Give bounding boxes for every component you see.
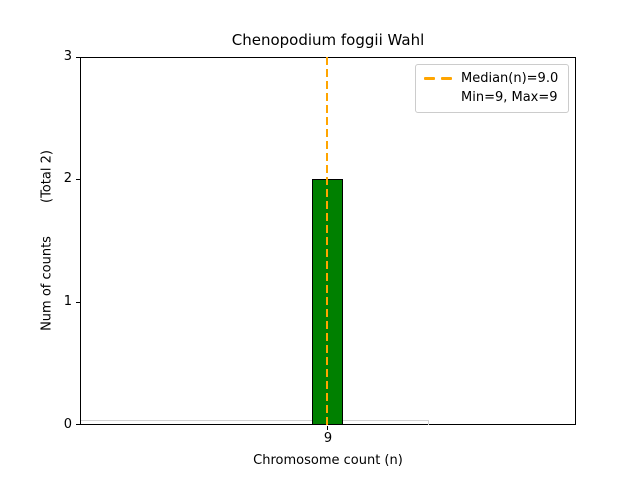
y-tick-label: 2 <box>63 171 72 186</box>
legend-label: Min=9, Max=9 <box>461 90 558 105</box>
y-tick-mark <box>76 179 80 180</box>
legend-entry-median: Median(n)=9.0 <box>424 69 560 88</box>
y-tick-mark <box>76 302 80 303</box>
dashed-line-icon <box>424 77 452 80</box>
x-tick-mark <box>327 426 328 430</box>
x-axis-label: Chromosome count (n) <box>253 453 403 468</box>
y-tick-mark <box>76 57 80 58</box>
y-axis-label: Num of counts (Total 2) <box>39 150 55 331</box>
y-tick-label: 1 <box>63 294 72 309</box>
x-tick-label: 9 <box>323 431 333 446</box>
zero-height-bin-outline <box>81 420 428 421</box>
median-dashed-line <box>326 57 328 425</box>
y-tick-label: 0 <box>63 417 72 432</box>
legend: Median(n)=9.0 Min=9, Max=9 <box>415 64 569 113</box>
y-tick-mark <box>76 424 80 425</box>
legend-label: Median(n)=9.0 <box>461 71 559 86</box>
y-tick-label: 3 <box>63 49 72 64</box>
zero-height-bin-edge <box>428 420 429 425</box>
chart-title: Chenopodium foggii Wahl <box>231 31 425 49</box>
legend-entry-minmax: Min=9, Max=9 <box>424 88 560 107</box>
